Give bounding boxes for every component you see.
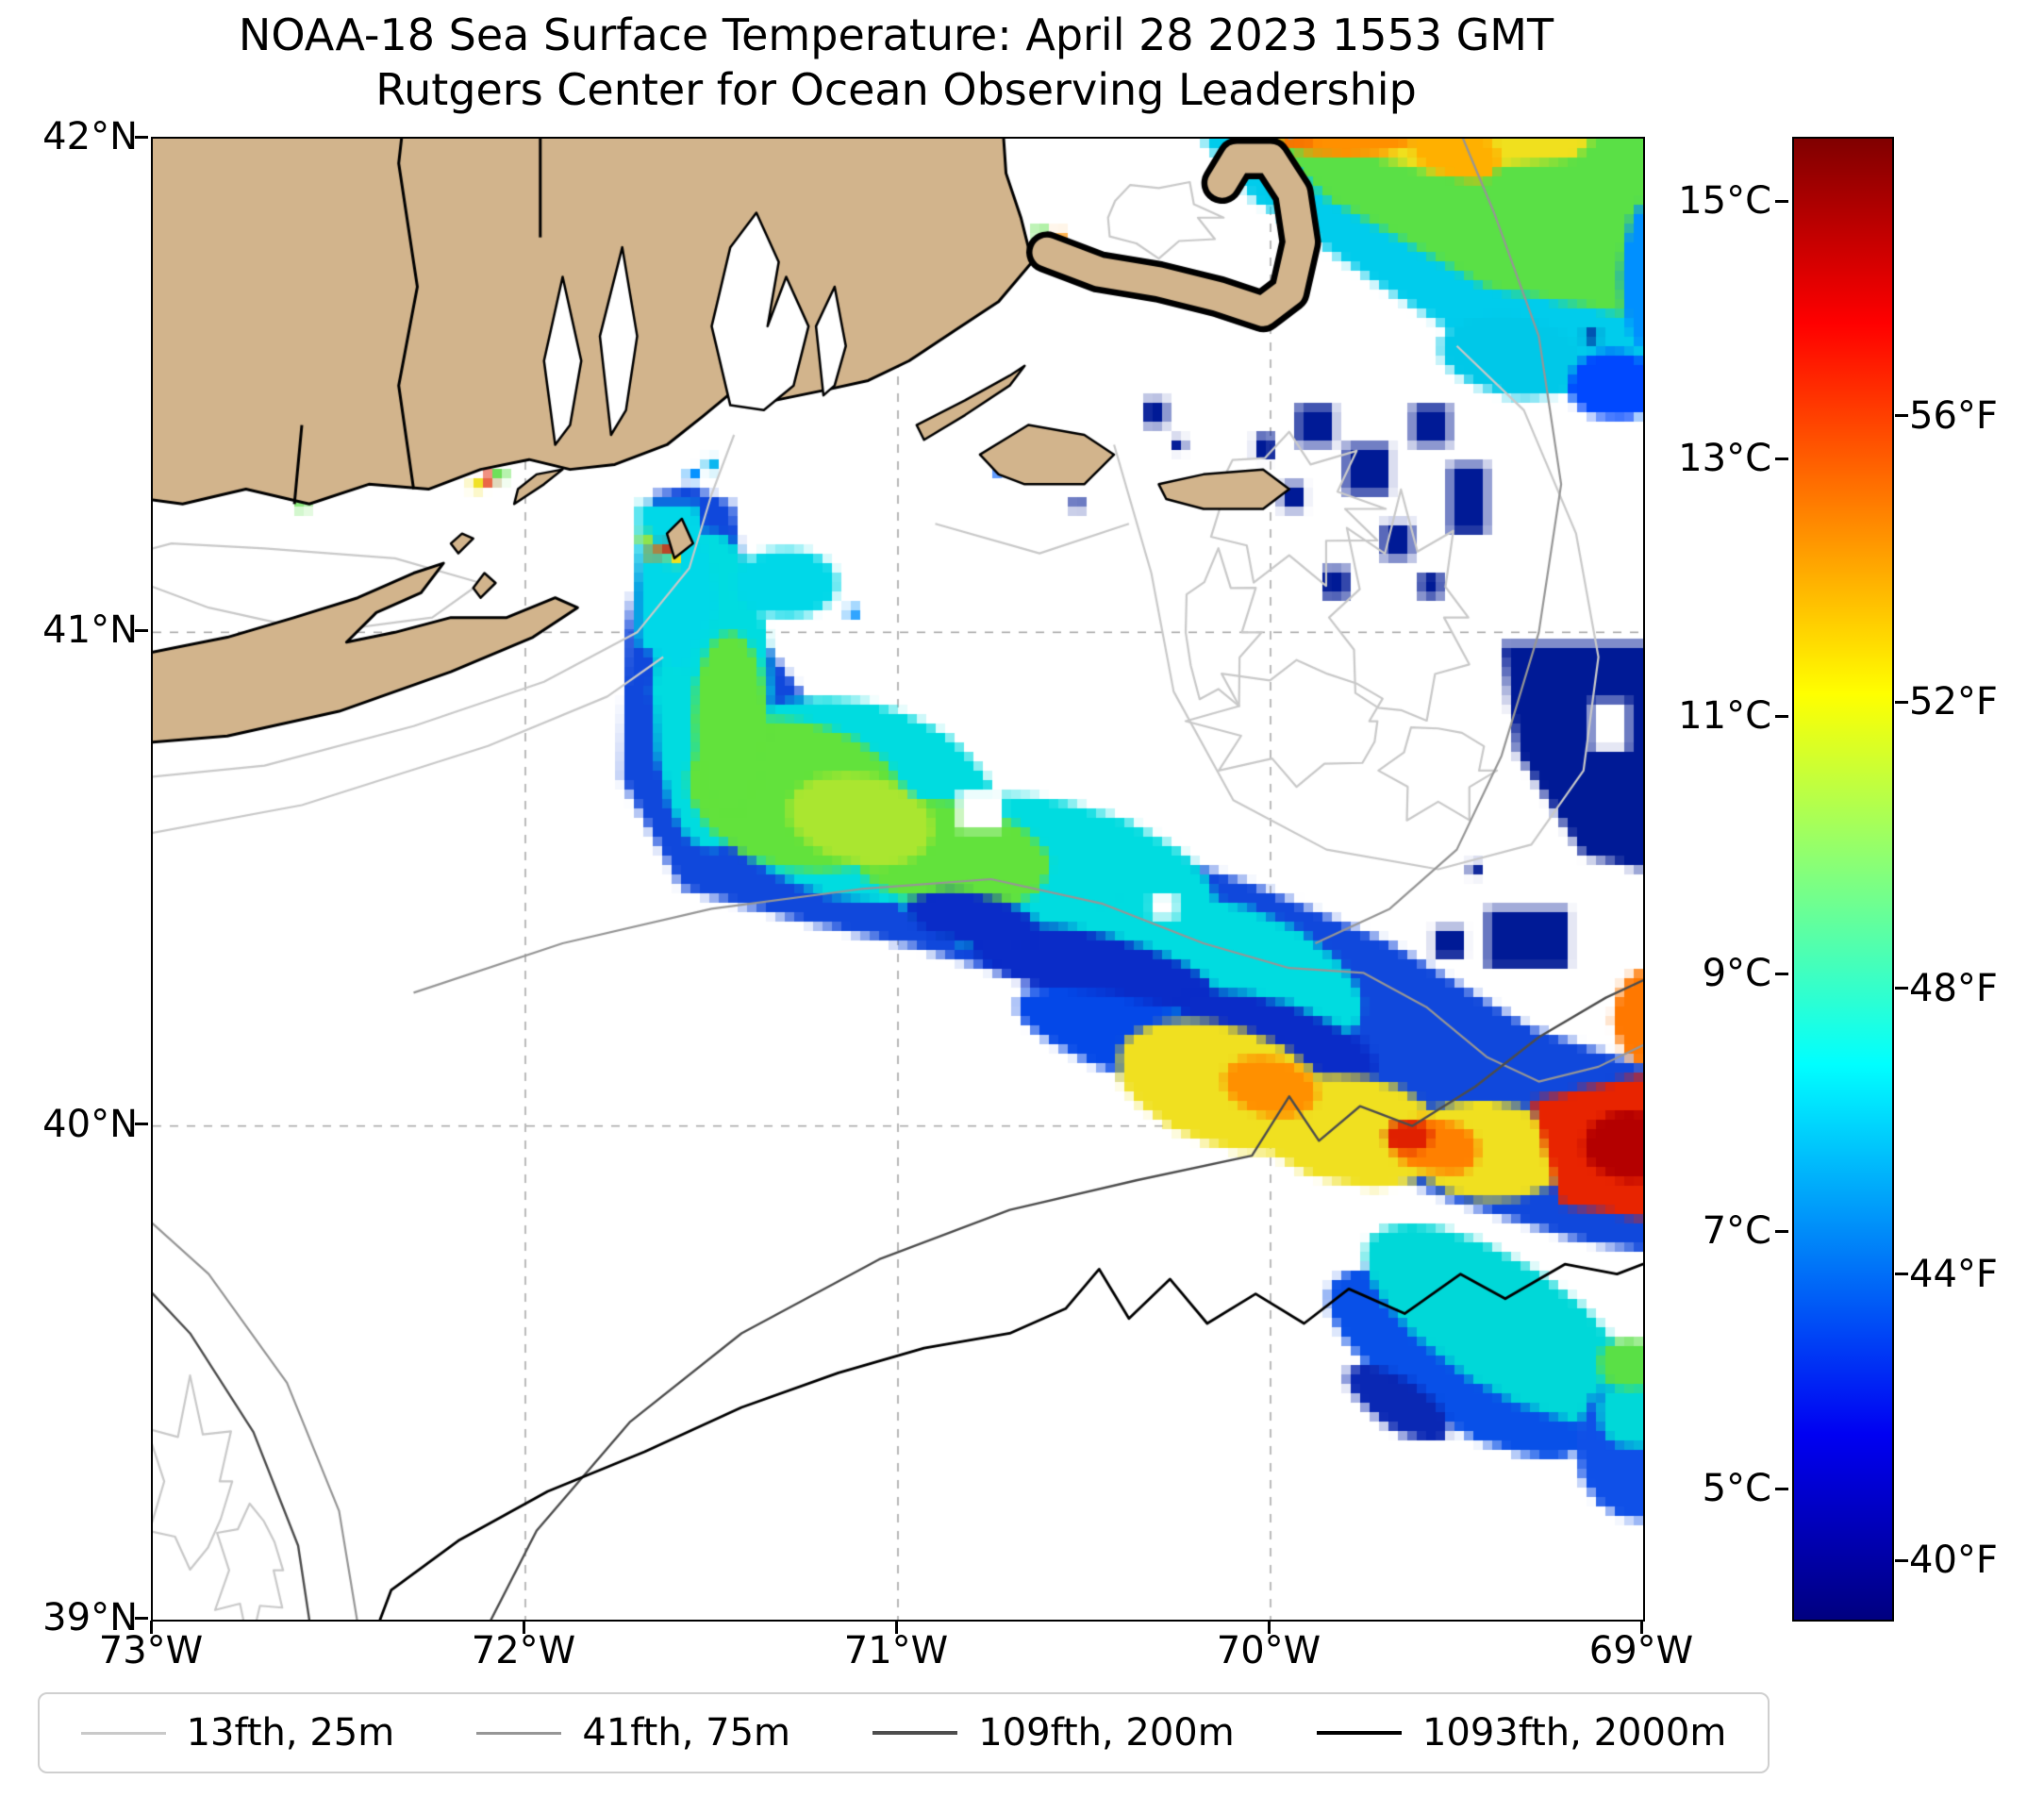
contour-line-swatch-25m	[80, 1731, 166, 1735]
axis-tick-mark	[1775, 1487, 1788, 1490]
legend-label-25m: 13fth, 25m	[186, 1711, 395, 1755]
x-tick-label-69w: 69°W	[1588, 1629, 1694, 1672]
axis-tick-mark	[1895, 414, 1908, 418]
colorbar-f-tick: 56°F	[1909, 393, 1998, 438]
y-tick-label-40n: 40°N	[42, 1103, 138, 1146]
x-tick-label-71w: 71°W	[843, 1629, 949, 1672]
axis-tick-mark	[135, 1616, 148, 1620]
contour-line-swatch-75m	[476, 1731, 562, 1735]
y-tick-label-42n: 42°N	[42, 115, 138, 158]
colorbar-f-tick: 52°F	[1909, 680, 1998, 724]
colorbar-f-tick: 44°F	[1909, 1252, 1998, 1296]
legend-item-25m: 13fth, 25m	[80, 1711, 395, 1755]
axis-tick-mark	[1775, 457, 1788, 460]
colorbar-c-tick: 13°C	[1678, 437, 1771, 481]
axis-tick-mark	[522, 1621, 525, 1634]
axis-tick-mark	[1895, 987, 1908, 990]
x-tick-label-73w: 73°W	[98, 1629, 204, 1672]
y-tick-label-41n: 41°N	[42, 608, 138, 652]
axis-tick-mark	[1895, 700, 1908, 704]
y-tick-label-39n: 39°N	[42, 1596, 138, 1639]
axis-tick-mark	[1775, 1229, 1788, 1233]
colorbar-f-tick: 40°F	[1909, 1539, 1998, 1583]
axis-tick-mark	[894, 1621, 898, 1634]
axis-tick-mark	[149, 1621, 153, 1634]
legend-label-2000m: 1093fth, 2000m	[1421, 1711, 1727, 1755]
axis-tick-mark	[135, 628, 148, 632]
x-tick-label-70w: 70°W	[1216, 1629, 1321, 1672]
legend-item-2000m: 1093fth, 2000m	[1316, 1711, 1727, 1755]
axis-tick-mark	[1639, 1621, 1643, 1634]
contour-legend: 13fth, 25m 41fth, 75m 109fth, 200m 1093f…	[38, 1692, 1770, 1773]
colorbar	[1792, 137, 1894, 1622]
figure-title: NOAA-18 Sea Surface Temperature: April 2…	[151, 8, 1641, 117]
colorbar-c-tick: 9°C	[1702, 952, 1771, 996]
sst-map-canvas	[151, 137, 1645, 1622]
axis-tick-mark	[1775, 972, 1788, 975]
axis-tick-mark	[1775, 714, 1788, 718]
colorbar-gradient	[1794, 139, 1892, 1620]
axis-tick-mark	[1267, 1621, 1271, 1634]
colorbar-c-tick: 11°C	[1678, 694, 1771, 739]
colorbar-c-tick: 5°C	[1702, 1467, 1771, 1511]
title-line-1: NOAA-18 Sea Surface Temperature: April 2…	[238, 9, 1554, 60]
title-line-2: Rutgers Center for Ocean Observing Leade…	[375, 64, 1417, 115]
colorbar-c-tick: 15°C	[1678, 179, 1771, 224]
colorbar-f-tick: 48°F	[1909, 966, 1998, 1010]
axis-tick-mark	[1895, 1273, 1908, 1276]
axis-tick-mark	[135, 135, 148, 139]
colorbar-c-tick: 7°C	[1702, 1209, 1771, 1254]
legend-label-75m: 41fth, 75m	[582, 1711, 791, 1755]
legend-item-75m: 41fth, 75m	[476, 1711, 790, 1755]
contour-line-swatch-200m	[872, 1731, 958, 1735]
legend-label-200m: 109fth, 200m	[978, 1711, 1235, 1755]
axis-tick-mark	[1895, 1558, 1908, 1562]
contour-line-swatch-2000m	[1316, 1731, 1402, 1735]
axis-tick-mark	[1775, 199, 1788, 203]
axis-tick-mark	[135, 1123, 148, 1126]
x-tick-label-72w: 72°W	[471, 1629, 576, 1672]
legend-item-200m: 109fth, 200m	[872, 1711, 1235, 1755]
